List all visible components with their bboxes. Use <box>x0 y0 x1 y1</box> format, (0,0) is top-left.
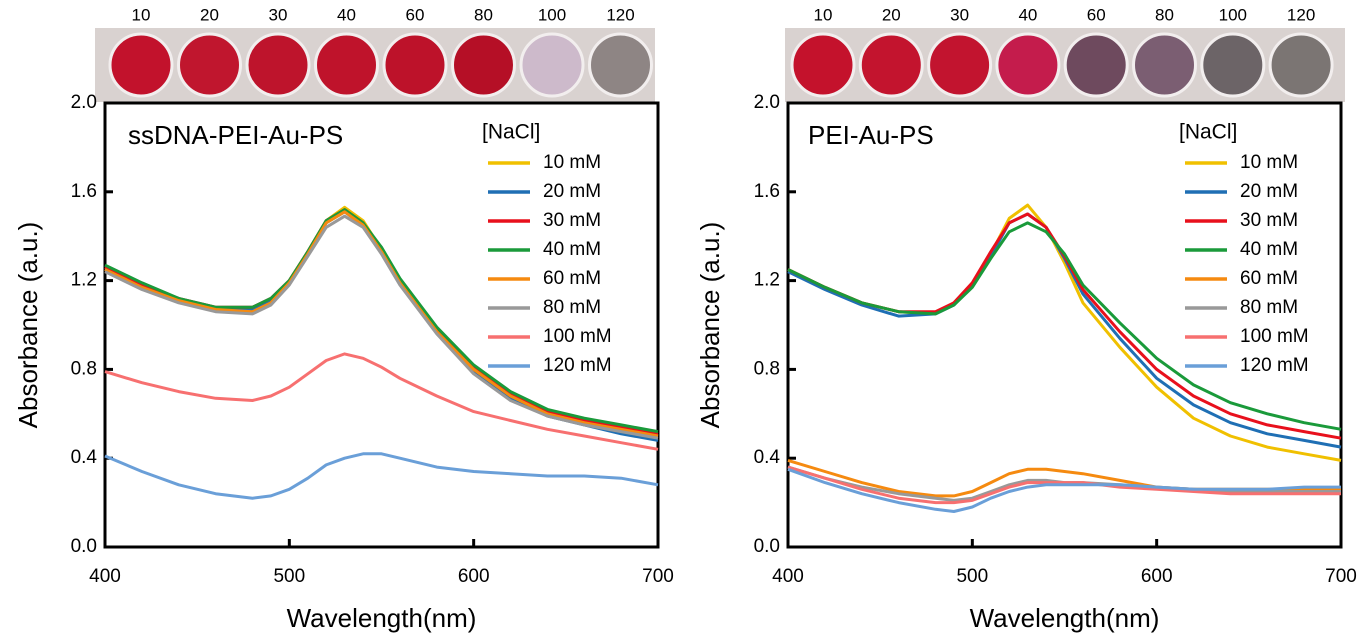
well-label: 60 <box>1087 5 1106 24</box>
data-line <box>104 352 659 451</box>
y-tick-label: 2.0 <box>71 92 97 113</box>
well <box>858 32 924 98</box>
well <box>790 32 856 98</box>
y-tick-label: 0.4 <box>754 447 781 468</box>
well <box>177 32 242 98</box>
panel-title: PEI-Au-PS <box>808 120 934 150</box>
x-tick-label: 700 <box>642 566 674 587</box>
y-tick-label: 0.4 <box>71 447 98 468</box>
y-tick-label: 0.0 <box>754 536 780 557</box>
well-label: 30 <box>269 5 288 24</box>
well-label: 120 <box>1287 5 1315 24</box>
well-label: 120 <box>606 5 634 24</box>
x-axis-label: Wavelength(nm) <box>970 603 1160 633</box>
y-tick-label: 1.6 <box>71 181 97 202</box>
legend-label: 60 mM <box>1240 268 1298 289</box>
well <box>314 32 379 98</box>
x-tick-label: 700 <box>1325 566 1357 587</box>
well <box>245 32 311 98</box>
well-label: 10 <box>814 5 833 24</box>
x-axis-label: Wavelength(nm) <box>287 603 477 633</box>
well-label: 80 <box>1155 5 1174 24</box>
well <box>519 32 585 98</box>
x-tick-label: 600 <box>1141 566 1173 587</box>
well-label: 80 <box>474 5 493 24</box>
well <box>588 32 653 98</box>
legend-label: 120 mM <box>1240 355 1309 376</box>
x-tick-label: 600 <box>458 566 490 587</box>
well-label: 30 <box>950 5 969 24</box>
y-tick-label: 0.8 <box>71 358 97 379</box>
legend-title: [NaCl] <box>482 121 540 144</box>
y-tick-label: 1.2 <box>71 270 97 291</box>
x-tick-label: 400 <box>772 566 804 587</box>
legend-label: 60 mM <box>543 268 601 289</box>
well <box>1063 32 1129 98</box>
well <box>1268 32 1334 98</box>
data-line <box>787 465 1341 505</box>
panel-title: ssDNA-PEI-Au-PS <box>128 120 343 150</box>
well <box>1132 32 1197 98</box>
y-tick-label: 1.2 <box>754 270 780 291</box>
data-line <box>104 210 659 438</box>
data-line <box>787 467 1341 513</box>
well <box>927 32 993 98</box>
legend-label: 10 mM <box>543 152 601 173</box>
legend-label: 40 mM <box>1240 239 1298 260</box>
y-tick-label: 2.0 <box>754 92 780 113</box>
y-tick-label: 1.6 <box>754 181 780 202</box>
data-line <box>104 208 659 434</box>
y-tick-label: 0.0 <box>71 536 97 557</box>
well-label: 20 <box>882 5 901 24</box>
legend-label: 10 mM <box>1240 152 1298 173</box>
well <box>108 32 174 98</box>
x-tick-label: 400 <box>89 566 121 587</box>
legend-label: 100 mM <box>543 326 612 347</box>
well <box>382 32 448 98</box>
legend-label: 30 mM <box>1240 210 1298 231</box>
well <box>451 32 516 98</box>
data-line <box>787 465 1341 502</box>
legend-label: 100 mM <box>1240 326 1309 347</box>
legend-label: 30 mM <box>543 210 601 231</box>
plot-frame <box>103 101 660 549</box>
well-label: 100 <box>538 5 566 24</box>
well-label: 100 <box>1219 5 1247 24</box>
well-label: 10 <box>132 5 151 24</box>
legend-label: 80 mM <box>1240 297 1298 318</box>
legend-title: [NaCl] <box>1179 121 1237 144</box>
well-label: 60 <box>406 5 425 24</box>
legend-label: 20 mM <box>1240 181 1298 202</box>
legend-label: 80 mM <box>543 297 601 318</box>
y-axis-label: Absorbance (a.u.) <box>13 222 43 429</box>
legend-label: 20 mM <box>543 181 601 202</box>
data-line <box>787 221 1342 431</box>
y-axis-label: Absorbance (a.u.) <box>695 222 725 429</box>
legend-label: 120 mM <box>543 355 612 376</box>
data-line <box>104 452 659 500</box>
legend-label: 40 mM <box>543 239 601 260</box>
y-tick-label: 0.8 <box>754 358 780 379</box>
well-label: 20 <box>200 5 219 24</box>
x-tick-label: 500 <box>956 566 988 587</box>
x-tick-label: 500 <box>273 566 305 587</box>
well-label: 40 <box>1018 5 1037 24</box>
data-line <box>104 214 659 440</box>
well <box>1200 32 1266 98</box>
well <box>995 32 1061 98</box>
well-label: 40 <box>337 5 356 24</box>
